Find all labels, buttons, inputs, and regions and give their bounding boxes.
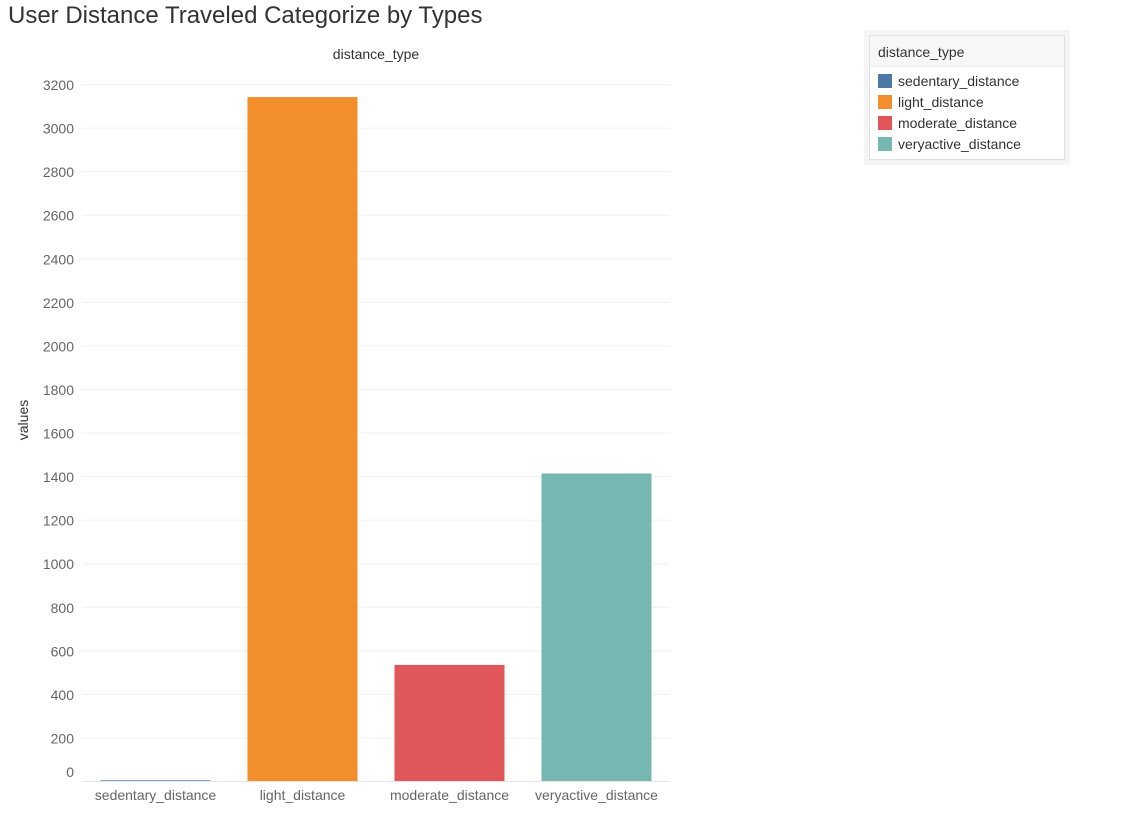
y-tick-label: 0: [66, 764, 74, 780]
y-tick-label: 1200: [43, 513, 74, 529]
legend-item-sedentary-distance[interactable]: sedentary_distance: [878, 70, 1064, 91]
x-tick-label: veryactive_distance: [535, 787, 658, 803]
bar-moderate-distance[interactable]: [394, 664, 505, 781]
x-tick-label: light_distance: [260, 787, 346, 803]
bar-sedentary-distance[interactable]: [100, 780, 211, 781]
y-tick-label: 1600: [43, 426, 74, 442]
y-tick-label: 400: [51, 687, 75, 703]
chart-title: User Distance Traveled Categorize by Typ…: [8, 2, 483, 29]
bar-light-distance[interactable]: [247, 97, 358, 782]
legend-item-moderate-distance[interactable]: moderate_distance: [878, 112, 1064, 133]
legend-swatch: [878, 136, 892, 151]
legend-items: sedentary_distance light_distance moderate…: [870, 67, 1064, 154]
y-tick-label: 2800: [43, 164, 74, 180]
y-tick-label: 1000: [43, 556, 74, 572]
y-tick-label: 2000: [43, 338, 74, 354]
column-header: distance_type: [333, 46, 420, 62]
x-tick-label: moderate_distance: [390, 787, 509, 803]
x-tick-label: sedentary_distance: [95, 787, 217, 803]
legend-swatch: [878, 73, 892, 88]
legend[interactable]: distance_type sedentary_distance light_di…: [864, 30, 1070, 165]
legend-box: distance_type sedentary_distance light_di…: [869, 35, 1065, 160]
legend-item-veryactive-distance[interactable]: veryactive_distance: [878, 133, 1064, 154]
y-tick-labels: 0 200 400 600 800 1000 1200 1400 1600 1800 2000 220…: [43, 77, 74, 780]
y-tick-label: 2400: [43, 251, 74, 267]
legend-item-label: sedentary_distance: [898, 72, 1020, 89]
y-tick-label: 3200: [43, 77, 74, 93]
x-tick-labels: sedentary_distance light_distance moderate…: [95, 787, 658, 803]
y-tick-label: 3000: [43, 121, 74, 137]
legend-swatch: [878, 115, 892, 130]
legend-item-label: veryactive_distance: [898, 135, 1021, 152]
y-tick-label: 2200: [43, 295, 74, 311]
y-tick-label: 600: [51, 643, 75, 659]
y-tick-label: 1400: [43, 469, 74, 485]
y-tick-label: 800: [51, 600, 75, 616]
y-axis-label: values: [15, 400, 31, 440]
legend-item-label: light_distance: [898, 93, 984, 110]
legend-item-label: moderate_distance: [898, 114, 1018, 131]
y-tick-label: 200: [51, 730, 75, 746]
legend-title: distance_type: [870, 36, 1064, 67]
bar-veryactive-distance[interactable]: [541, 473, 652, 781]
y-tick-label: 2600: [43, 208, 74, 224]
legend-swatch: [878, 94, 892, 109]
y-tick-label: 1800: [43, 382, 74, 398]
legend-item-light-distance[interactable]: light_distance: [878, 91, 1064, 112]
bars: [100, 97, 652, 782]
